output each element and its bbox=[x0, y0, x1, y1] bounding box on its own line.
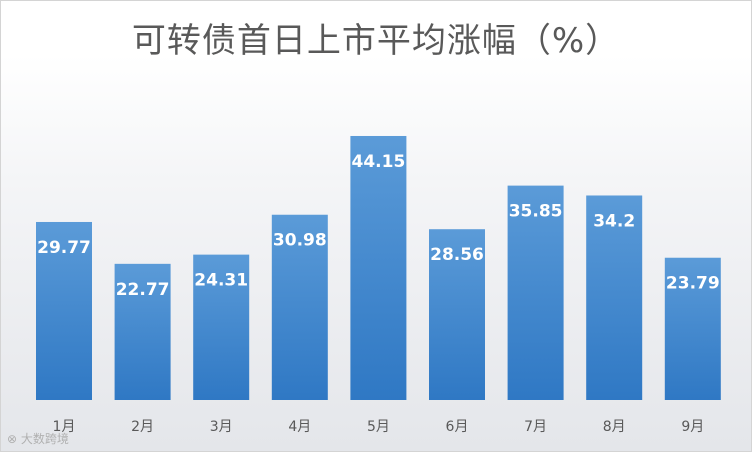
x-tick-label: 9月 bbox=[681, 419, 704, 435]
x-tick-label: 8月 bbox=[603, 419, 626, 435]
bar-3 bbox=[193, 254, 250, 400]
bar-value-label: 35.85 bbox=[509, 202, 563, 222]
x-axis-ticks: 1月 2月 3月 4月 5月 6月 7月 8月 9月 bbox=[53, 419, 705, 435]
x-tick-label: 6月 bbox=[446, 419, 469, 435]
bar-6 bbox=[429, 229, 485, 400]
x-tick-label: 4月 bbox=[288, 419, 311, 435]
bar-value-label: 24.31 bbox=[194, 271, 248, 291]
x-tick-label: 5月 bbox=[367, 419, 390, 435]
bar-8 bbox=[586, 195, 643, 400]
bar-2 bbox=[114, 263, 171, 400]
bar-value-label: 22.77 bbox=[116, 280, 170, 300]
x-tick-label: 1月 bbox=[53, 419, 76, 435]
bar-5 bbox=[350, 135, 407, 400]
bar-value-label: 29.77 bbox=[37, 238, 91, 258]
chart-title: 可转债首日上市平均涨幅（%） bbox=[131, 21, 621, 61]
x-tick-label: 7月 bbox=[524, 419, 547, 435]
bar-9 bbox=[664, 257, 721, 400]
bar-value-label: 34.2 bbox=[593, 211, 635, 231]
watermark-icon: ⊗ bbox=[7, 432, 21, 446]
bar-labels-group: 29.77 22.77 24.31 30.98 44.15 28.56 35.85 34.2 2… bbox=[37, 152, 720, 300]
x-tick-label: 3月 bbox=[210, 419, 233, 435]
bar-value-label: 28.56 bbox=[430, 245, 484, 265]
bar-1 bbox=[36, 221, 92, 400]
x-tick-label: 2月 bbox=[131, 419, 154, 435]
bar-value-label: 23.79 bbox=[666, 274, 720, 294]
bar-value-label: 44.15 bbox=[352, 152, 406, 172]
bar-value-label: 30.98 bbox=[273, 231, 327, 251]
bar-7 bbox=[507, 185, 564, 400]
bar-4 bbox=[271, 214, 328, 400]
bars-group bbox=[36, 135, 721, 400]
watermark-text: ⊗ 大数跨境 bbox=[7, 432, 69, 446]
